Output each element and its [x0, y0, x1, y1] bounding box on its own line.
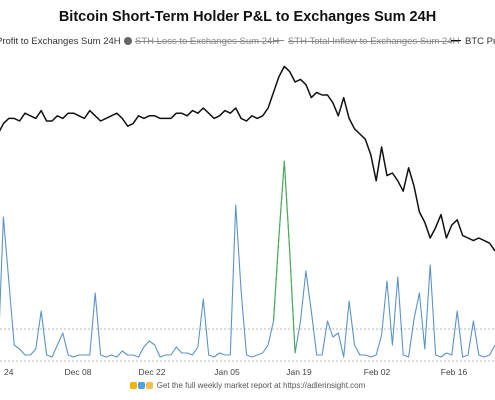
x-tick-label: Feb 16	[441, 367, 468, 377]
x-tick-label: Dec 08	[65, 367, 92, 377]
legend-item-btc[interactable]: BTC Price	[451, 35, 495, 49]
chart-title: Bitcoin Short-Term Holder P&L to Exchang…	[58, 9, 437, 25]
legend-line-icon	[274, 40, 284, 41]
legend-item-inflow[interactable]: STH Total Inflow to Exchanges Sum 24H	[274, 35, 459, 49]
x-tick-label: Jan 05	[214, 367, 240, 377]
footer-note: Get the full weekly market report at htt…	[0, 381, 495, 390]
legend-label-profit: Profit to Exchanges Sum 24H	[0, 36, 121, 47]
legend-item-loss[interactable]: STH Loss to Exchanges Sum 24H	[124, 35, 279, 49]
legend: Profit to Exchanges Sum 24H STH Loss to …	[0, 35, 495, 49]
series-line-btc-price	[0, 65, 495, 252]
footer-text: Get the full weekly market report at htt…	[156, 381, 366, 390]
legend-label-btc: BTC Price	[465, 36, 495, 47]
series-line-profit-peak	[272, 160, 296, 354]
x-tick-label: Dec 22	[139, 367, 166, 377]
legend-item-profit[interactable]: Profit to Exchanges Sum 24H	[0, 35, 121, 49]
x-tick-label: Feb 02	[364, 367, 391, 377]
hands-icon	[145, 382, 153, 389]
series-layer	[0, 65, 495, 358]
series-line-profit	[0, 160, 495, 358]
x-axis-ticks: 24 Dec 08 Dec 22 Jan 05 Jan 19 Feb 02 Feb 16	[4, 367, 468, 377]
x-tick-label: Jan 19	[286, 367, 312, 377]
flame-icon	[129, 382, 137, 389]
legend-dot-icon	[124, 37, 132, 45]
legend-label-loss: STH Loss to Exchanges Sum 24H	[135, 36, 280, 47]
legend-line-icon-btc	[451, 40, 461, 41]
chart-plot: 24 Dec 08 Dec 22 Jan 05 Jan 19 Feb 02 Feb 16	[0, 65, 495, 377]
legend-label-inflow: STH Total Inflow to Exchanges Sum 24H	[288, 36, 460, 47]
diamond-icon	[137, 382, 145, 389]
x-tick-label: 24	[4, 367, 14, 377]
